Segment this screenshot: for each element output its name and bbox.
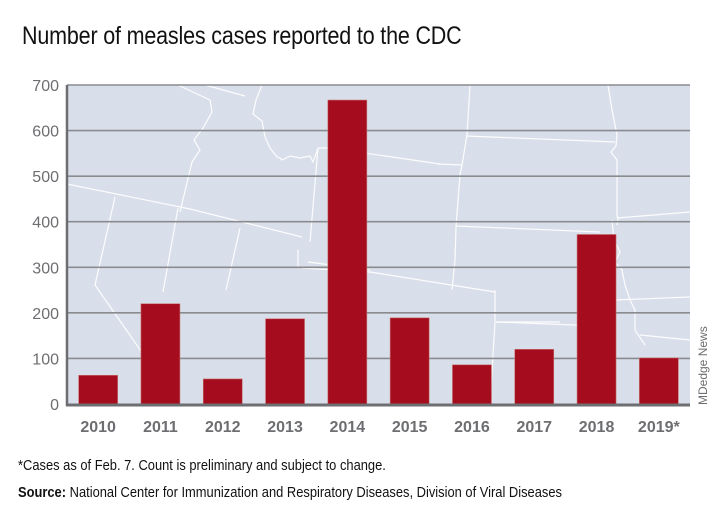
- y-tick-label: 400: [32, 215, 59, 232]
- x-tick-label: 2011: [143, 419, 178, 436]
- x-tick-label: 2013: [267, 419, 303, 436]
- source-text: National Center for Immunization and Res…: [66, 484, 562, 501]
- map-border-line: [616, 211, 691, 219]
- map-border-line: [204, 84, 246, 97]
- map-border-line: [465, 135, 616, 143]
- map-border-line: [451, 84, 471, 291]
- x-tick-label: 2014: [330, 419, 366, 436]
- y-tick-label: 200: [32, 306, 59, 323]
- chart-title: Number of measles cases reported to the …: [22, 22, 462, 50]
- source-label: Source:: [18, 484, 67, 501]
- y-tick-label: 300: [32, 260, 59, 277]
- y-tick-label: 0: [50, 397, 59, 414]
- x-tick-label: 2019*: [638, 419, 681, 436]
- x-tick-label: 2015: [392, 419, 428, 436]
- map-border-line: [614, 296, 691, 301]
- bar-2016: [452, 364, 492, 405]
- bar-2015: [389, 317, 430, 405]
- bar-2017: [514, 349, 555, 405]
- map-border-line: [611, 219, 646, 346]
- x-tick-label: 2018: [579, 419, 615, 436]
- map-border-line: [455, 225, 601, 233]
- bar-2014: [327, 99, 368, 405]
- bar-2012: [202, 378, 243, 405]
- map-border-line: [177, 84, 213, 213]
- map-border-line: [225, 227, 241, 291]
- x-tick-label: 2010: [80, 419, 116, 436]
- y-tick-label: 100: [32, 351, 59, 368]
- map-border-line: [437, 163, 463, 166]
- x-tick-label: 2017: [516, 419, 552, 436]
- bar-2018: [576, 234, 617, 405]
- bar-2013: [265, 318, 305, 405]
- bar-chart: 0 100 200 300 400 500 600 700 2010 2011 2012 2013 2…: [32, 78, 691, 436]
- map-border-line: [66, 183, 303, 238]
- map-border-line: [252, 84, 319, 243]
- bar-2011: [140, 303, 181, 405]
- map-border-line: [639, 334, 691, 341]
- bar-2010: [78, 374, 118, 405]
- credit-label: MDedge News: [696, 326, 710, 405]
- map-border-line: [301, 267, 496, 293]
- bar-2019: [639, 357, 679, 405]
- source-line: Source: National Center for Immunization…: [18, 484, 562, 501]
- footnote: *Cases as of Feb. 7. Count is preliminar…: [18, 457, 386, 474]
- y-tick-label: 500: [32, 169, 59, 186]
- y-tick-label: 700: [32, 78, 59, 95]
- y-tick-label: 600: [32, 124, 59, 141]
- x-tick-label: 2012: [205, 419, 241, 436]
- x-tick-label: 2016: [454, 419, 490, 436]
